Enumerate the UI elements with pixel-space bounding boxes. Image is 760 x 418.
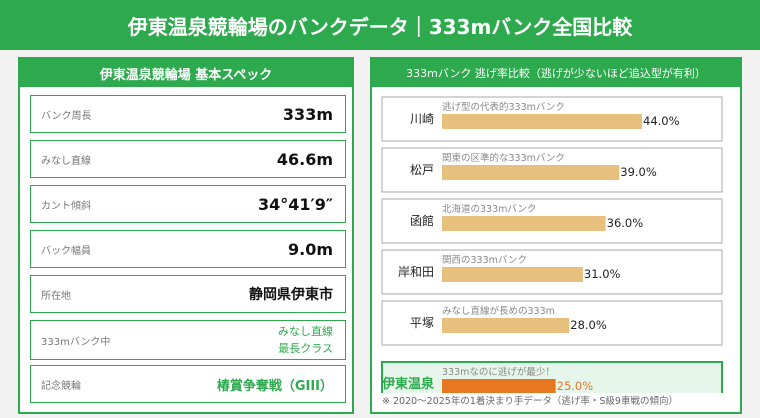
bar-annotation: 北海道の333mバンク: [442, 203, 536, 215]
value-label: 25.0%: [557, 379, 594, 393]
spec-label: 333mバンク中: [41, 336, 111, 348]
category-label: 伊東温泉: [381, 376, 435, 392]
value-label: 31.0%: [584, 267, 621, 281]
spec-row-cant: カント傾斜 34°41′9″: [30, 185, 346, 223]
bar: [442, 114, 642, 129]
spec-row-rank: 333mバンク中 みなし直線 最長クラス: [30, 320, 346, 360]
spec-panel: 伊東温泉競輪場 基本スペック バンク周長 333m みなし直線 46.6m カン…: [18, 57, 354, 414]
value-label: 39.0%: [620, 165, 657, 179]
spec-value-rank: みなし直線 最長クラス: [278, 323, 333, 357]
bar: [442, 318, 570, 333]
spec-row-bank-length: バンク周長 333m: [30, 95, 346, 133]
bar-annotation: 333mなのに逃げが最少！: [442, 366, 555, 378]
spec-label: 記念競輪: [41, 380, 81, 392]
value-label: 36.0%: [607, 216, 644, 230]
page-header: 伊東温泉競輪場のバンクデータ｜333mバンク全国比較: [0, 0, 760, 50]
spec-value: 椿賞争奪戦（GIII）: [216, 378, 333, 394]
chart-title: 333mバンク 逃げ率比較（逃げが少ないほど追込型が有利）: [372, 59, 740, 87]
bar-highlight: [442, 379, 556, 393]
chart-footnote: ※ 2020〜2025年の1着決まり手データ（逃げ率・S級9車戦の傾向）: [382, 396, 678, 407]
spec-value-line: 最長クラス: [278, 342, 333, 355]
spec-value: 46.6m: [276, 149, 333, 169]
page-title: 伊東温泉競輪場のバンクデータ｜333mバンク全国比較: [127, 14, 633, 39]
chart-panel: 333mバンク 逃げ率比較（逃げが少ないほど追込型が有利） 川崎 逃げ型の代表的3…: [370, 57, 742, 414]
bar: [442, 165, 620, 180]
spec-row-race: 記念競輪 椿賞争奪戦（GIII）: [30, 365, 346, 403]
spec-value: 34°41′9″: [257, 194, 333, 214]
bar-annotation: みなし直線が長めの333m: [442, 305, 555, 317]
category-label: 松戸: [410, 163, 434, 177]
bar-annotation: 関西の333mバンク: [442, 255, 527, 266]
spec-row-straight: みなし直線 46.6m: [30, 140, 346, 178]
spec-label: バンク周長: [41, 110, 92, 122]
category-label: 函館: [410, 213, 434, 228]
spec-panel-title: 伊東温泉競輪場 基本スペック: [20, 59, 352, 87]
bar: [442, 216, 606, 231]
spec-row-back-width: バック幅員 9.0m: [30, 230, 346, 268]
spec-value: 静岡県伊東市: [249, 287, 333, 303]
spec-label: バック幅員: [41, 245, 91, 257]
bar-annotation: 関東の区準的な333mバンク: [442, 152, 565, 164]
spec-value: 9.0m: [287, 239, 333, 259]
spec-row-location: 所在地 静岡県伊東市: [30, 275, 346, 313]
value-label: 28.0%: [570, 318, 607, 332]
bar-annotation: 逃げ型の代表的333mバンク: [442, 101, 565, 113]
category-label: 岸和田: [398, 265, 434, 279]
spec-value: 333m: [282, 104, 333, 124]
bar: [442, 267, 583, 282]
spec-label: みなし直線: [41, 155, 91, 167]
spec-label: 所在地: [41, 290, 71, 302]
spec-label: カント傾斜: [41, 200, 91, 212]
category-label: 川崎: [410, 112, 434, 126]
value-label: 44.0%: [643, 114, 680, 128]
spec-value-line: みなし直線: [278, 324, 333, 338]
category-label: 平塚: [410, 316, 434, 330]
